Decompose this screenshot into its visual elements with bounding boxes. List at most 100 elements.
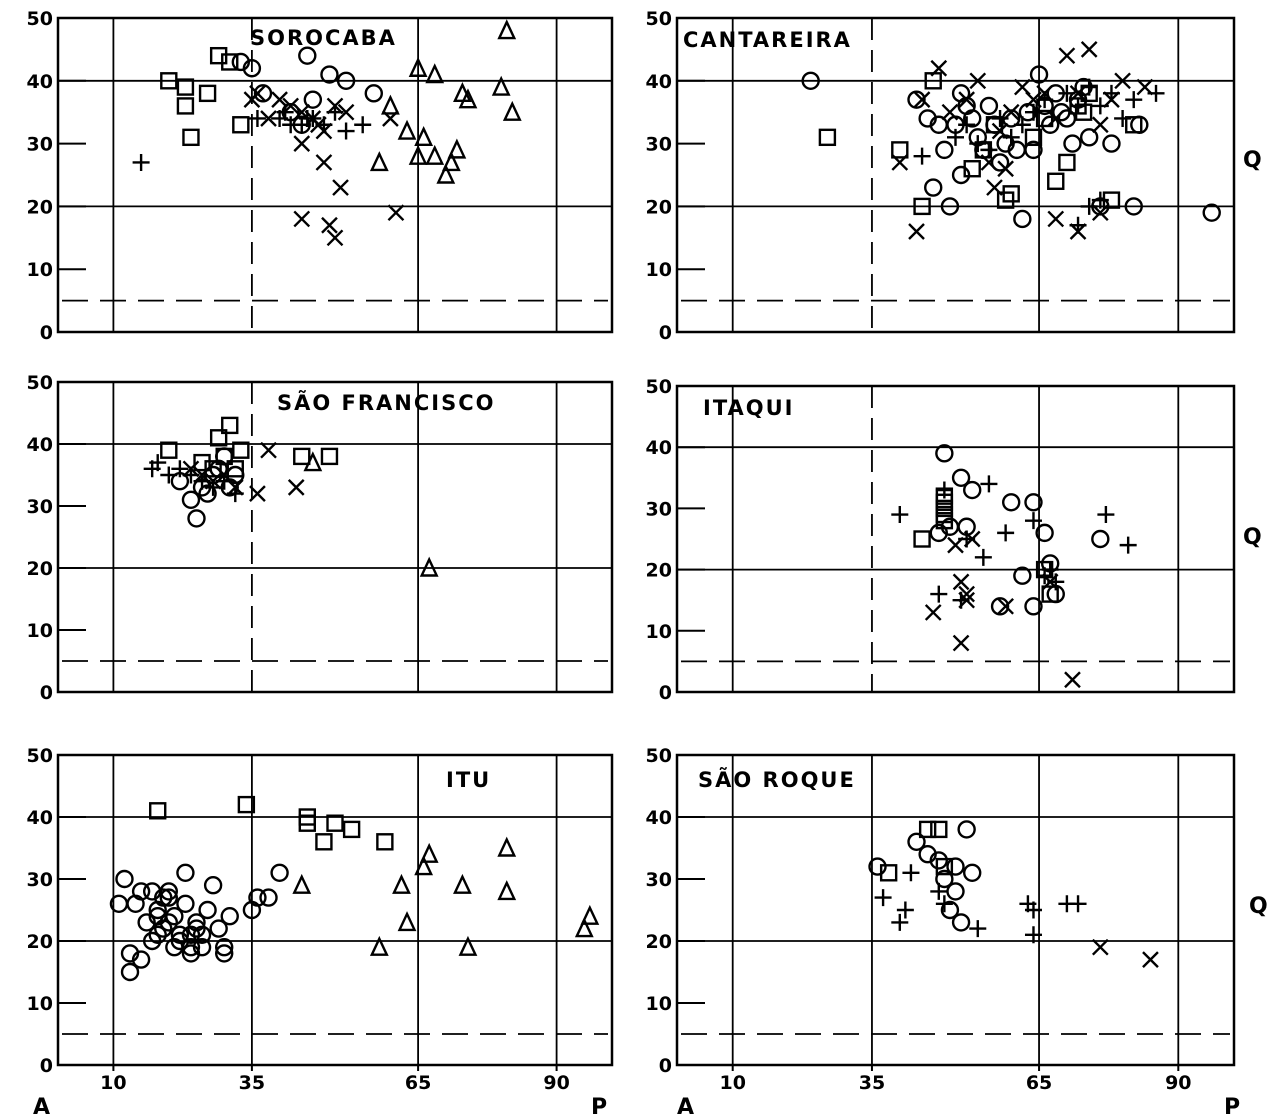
square-point [160, 72, 178, 90]
plus-point [182, 466, 200, 484]
circle-point [1002, 493, 1021, 512]
square-point [209, 429, 228, 447]
scatter-panel-itu: 0 10 20 30 40 50 10 35 65 90 ITU [27, 745, 614, 1094]
triangle-point [397, 119, 417, 140]
cross-point [930, 59, 948, 77]
panel-title: SOROCABA [250, 26, 397, 50]
plus-point [935, 895, 953, 913]
circle-point [935, 140, 954, 160]
y-tick-label: 20 [27, 558, 53, 580]
y-tick-label: 20 [646, 560, 672, 582]
plus-point [1119, 536, 1137, 554]
q-axis-label-sao-roque: Q [1249, 894, 1267, 919]
square-point [232, 116, 250, 134]
y-tick-label: 30 [646, 498, 672, 520]
circle-point [951, 913, 971, 932]
circle-point [907, 832, 926, 851]
plus-point [1036, 567, 1054, 585]
circle-point [176, 894, 195, 913]
square-point [298, 814, 316, 832]
plus-point [1024, 926, 1042, 944]
cross-point [1047, 110, 1065, 127]
y-tick-label: 0 [659, 1055, 672, 1077]
triangle-point [369, 151, 389, 172]
circle-point [154, 888, 173, 907]
circle-point [203, 876, 223, 895]
circle-point [957, 820, 976, 839]
panel-title: ITAQUI [703, 396, 794, 420]
square-point [1041, 585, 1059, 603]
plus-point [958, 116, 976, 134]
triangle-point [392, 873, 411, 894]
plot-frame [56, 380, 614, 694]
scatter-panel-sao-francisco: 0 10 20 30 40 50 SÃO FRANCISCO [27, 372, 614, 704]
plus-point [1047, 573, 1065, 591]
a-endpoint-label-left: A [33, 1095, 50, 1119]
y-tick-label: 10 [27, 259, 53, 281]
cross-point [1091, 938, 1109, 956]
x-tick-label: 90 [1165, 1072, 1191, 1094]
square-point [326, 814, 344, 832]
plus-point [276, 103, 294, 121]
triangle-point [408, 144, 428, 165]
plus-point [947, 128, 964, 146]
y-tick-label: 0 [659, 682, 672, 704]
plus-point [132, 153, 150, 171]
square-point [930, 820, 948, 839]
plus-point [874, 889, 892, 907]
circle-point [935, 869, 954, 889]
cross-point [249, 485, 266, 502]
plot-frame [675, 384, 1236, 694]
plus-point [1114, 109, 1132, 127]
cross-point [991, 122, 1009, 140]
x-tick-label: 35 [859, 1072, 885, 1094]
plus-point [991, 109, 1009, 127]
cross-point [1080, 41, 1098, 58]
plus-point [193, 472, 211, 490]
circle-point [159, 888, 179, 907]
circle-point [320, 65, 339, 84]
triangle-point [441, 151, 461, 172]
circle-point [148, 925, 167, 944]
plus-point [969, 920, 987, 938]
circle-point [192, 925, 212, 944]
plus-point [326, 103, 344, 121]
cross-point [952, 573, 970, 591]
plus-point [1125, 91, 1143, 109]
x-tick-label: 35 [239, 1072, 265, 1094]
circle-point [990, 597, 1010, 616]
cross-point [997, 597, 1014, 615]
circle-point [198, 900, 217, 920]
square-point [818, 128, 837, 147]
square-point [221, 53, 239, 71]
circle-point [131, 882, 151, 901]
circle-point [270, 863, 289, 882]
circle-point [220, 907, 239, 926]
circle-point [1202, 203, 1221, 222]
y-tick-label: 20 [27, 931, 53, 953]
circle-point [1040, 115, 1060, 134]
square-point [293, 447, 311, 466]
y-tick-label: 50 [27, 372, 53, 394]
cross-point [315, 154, 333, 171]
circle-point [1130, 115, 1149, 134]
square-point [237, 795, 256, 814]
cross-point [980, 154, 998, 171]
panel-title: CANTAREIRA [683, 28, 852, 52]
y-tick-label: 40 [646, 437, 672, 459]
circle-point [131, 950, 151, 969]
circle-point [364, 84, 383, 103]
plus-point [913, 147, 931, 165]
cross-point [326, 229, 344, 247]
cross-point [337, 103, 355, 121]
triangle-point [419, 842, 439, 863]
plus-point [215, 472, 233, 490]
y-tick-label: 50 [27, 8, 53, 30]
cross-point [969, 72, 987, 90]
circle-point [929, 523, 948, 543]
square-point [996, 191, 1015, 209]
plus-point [896, 901, 914, 919]
circle-point [1024, 493, 1043, 512]
cross-point [1058, 47, 1076, 65]
y-tick-label: 30 [27, 134, 53, 156]
